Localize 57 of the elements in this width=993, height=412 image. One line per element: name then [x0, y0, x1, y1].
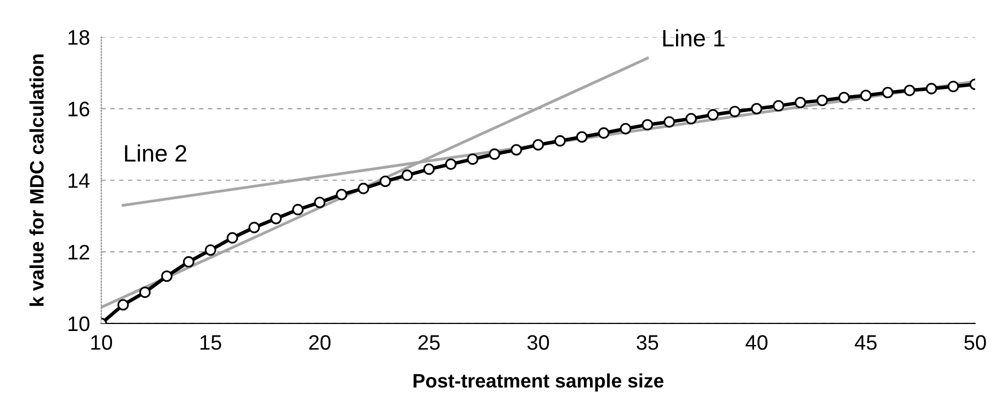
point	[620, 123, 632, 134]
x-tick-label: 15	[200, 335, 222, 350]
x-tick-label: 40	[746, 335, 768, 350]
point	[772, 100, 784, 112]
point	[882, 86, 894, 98]
point	[598, 127, 610, 139]
series-label: Line 2	[125, 144, 186, 162]
point	[292, 204, 304, 216]
x-tick-label: 45	[854, 335, 877, 350]
point	[707, 109, 719, 120]
point	[139, 286, 151, 298]
point	[926, 82, 938, 94]
point	[838, 92, 850, 104]
point	[729, 106, 741, 118]
point	[794, 96, 806, 108]
y-tick-label: 16	[68, 102, 90, 116]
y-tick-label: 18	[68, 30, 90, 45]
point	[750, 102, 762, 114]
y-tick-label: 10	[68, 316, 90, 332]
point	[948, 80, 959, 92]
point	[576, 131, 588, 143]
point	[554, 135, 566, 147]
point	[423, 163, 435, 175]
point	[904, 84, 916, 96]
point	[204, 244, 216, 256]
x-tick-label: 25	[418, 335, 440, 350]
point	[270, 212, 282, 224]
point	[445, 158, 457, 170]
point	[358, 182, 370, 194]
point	[860, 90, 872, 102]
x-tick-label: 10	[91, 335, 112, 350]
point	[117, 299, 129, 311]
point	[532, 139, 544, 151]
x-tick-label: 30	[527, 335, 549, 350]
point	[182, 256, 194, 268]
y-tick-label: 12	[68, 244, 90, 260]
point	[161, 270, 173, 282]
point	[248, 222, 260, 234]
x-axis-title: Post-treatment sample size	[414, 373, 664, 392]
x-tick-label: 50	[964, 335, 986, 350]
point	[816, 94, 828, 106]
point	[642, 119, 654, 130]
x-tick-label: 35	[636, 335, 658, 350]
point	[510, 144, 522, 156]
y-tick-label: 14	[68, 173, 90, 188]
point	[685, 112, 697, 124]
point	[401, 170, 413, 181]
point	[336, 188, 348, 200]
point	[488, 148, 500, 160]
point	[314, 196, 326, 208]
x-tick-label: 20	[309, 335, 331, 350]
point	[380, 176, 391, 188]
point	[466, 153, 478, 165]
y-axis-title: k value for MDC calculation	[29, 54, 44, 306]
point	[226, 232, 238, 244]
series-label: Line 1	[663, 29, 725, 47]
point	[664, 116, 675, 128]
